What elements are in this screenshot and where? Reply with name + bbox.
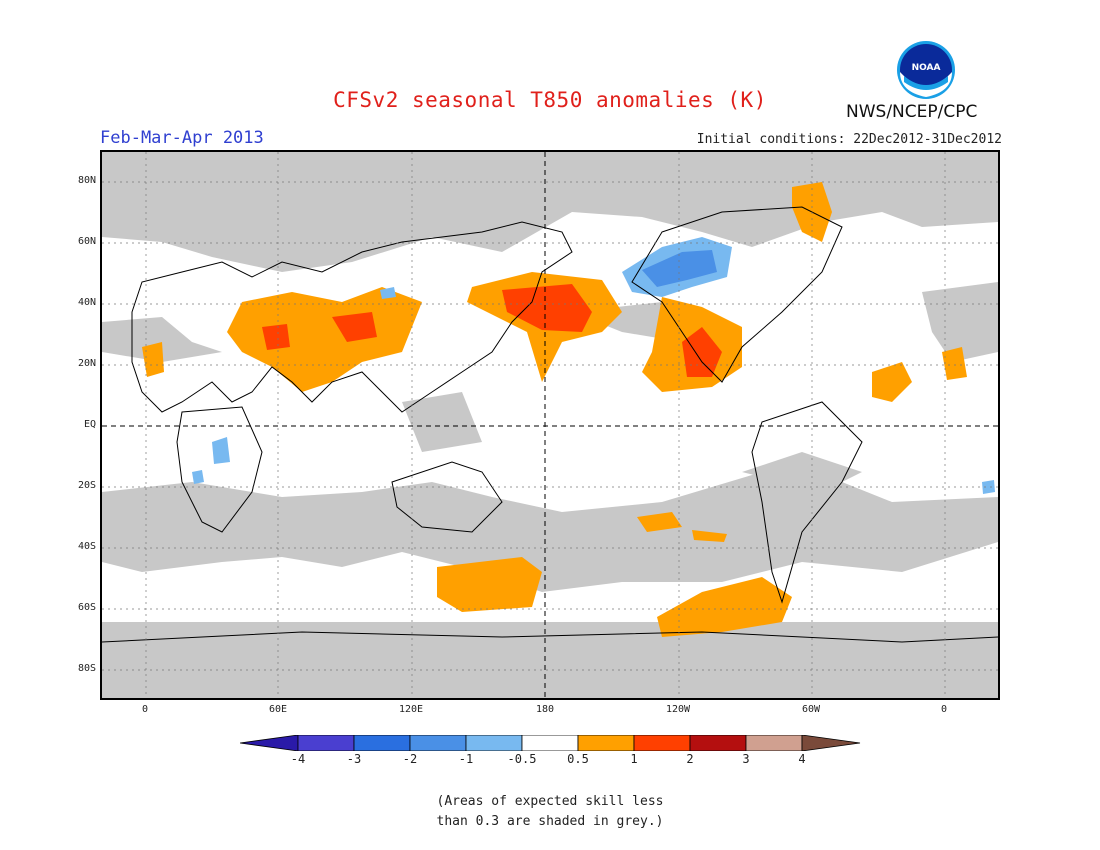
reference-lines (102, 152, 998, 698)
colorbar-label: 1 (630, 752, 638, 766)
colorbar-label: -1 (458, 752, 474, 766)
lon-label: 0 (141, 704, 149, 715)
skill-mask-regions (102, 152, 998, 698)
lat-label: 40N (77, 297, 96, 308)
lon-label: 180 (535, 704, 555, 715)
colorbar-label: -2 (402, 752, 418, 766)
lon-label: 0 (940, 704, 948, 715)
forecast-period: Feb-Mar-Apr 2013 (100, 128, 264, 148)
svg-text:NOAA: NOAA (912, 63, 941, 73)
anomaly-positive-moderate (142, 182, 967, 637)
lat-label: 80N (77, 175, 96, 186)
colorbar (239, 734, 862, 755)
lon-label: 120W (665, 704, 691, 715)
lat-label: 20S (77, 480, 96, 491)
anomaly-map (100, 150, 1000, 700)
chart-title: CFSv2 seasonal T850 anomalies (K) (333, 88, 767, 112)
colorbar-label: 4 (798, 752, 806, 766)
colorbar-label: 2 (686, 752, 694, 766)
colorbar-label: -0.5 (507, 752, 537, 766)
skill-footnote: (Areas of expected skill less than 0.3 a… (0, 792, 1100, 832)
lat-label: 60S (77, 602, 96, 613)
lat-label: 40S (77, 541, 96, 552)
coastlines (102, 206, 998, 643)
colorbar-label: -3 (346, 752, 362, 766)
lat-label: 20N (77, 358, 96, 369)
anomaly-positive-strong (262, 284, 722, 377)
agency-label: NWS/NCEP/CPC (846, 102, 978, 122)
colorbar-label: -4 (290, 752, 306, 766)
graticule (102, 152, 998, 698)
footnote-line-1: (Areas of expected skill less (436, 794, 664, 809)
anomaly-negative-strong (642, 250, 717, 287)
lat-label: 60N (77, 236, 96, 247)
lat-label: EQ (83, 419, 96, 430)
lat-label: 80S (77, 663, 96, 674)
lon-label: 120E (398, 704, 424, 715)
initial-conditions: Initial conditions: 22Dec2012-31Dec2012 (696, 132, 1002, 147)
lon-label: 60E (268, 704, 288, 715)
colorbar-label: 3 (742, 752, 750, 766)
footnote-line-2: than 0.3 are shaded in grey.) (436, 814, 664, 829)
colorbar-label: 0.5 (567, 752, 589, 766)
noaa-logo: NOAA (896, 40, 956, 100)
lon-label: 60W (801, 704, 821, 715)
